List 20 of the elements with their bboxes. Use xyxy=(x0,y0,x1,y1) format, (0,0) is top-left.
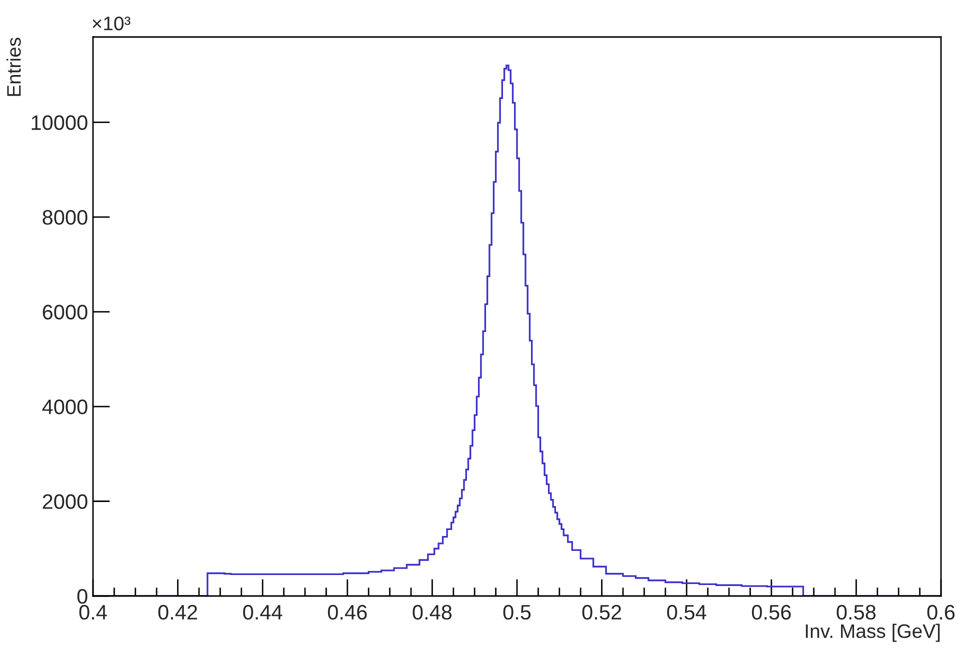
x-tick-label: 0.52 xyxy=(582,604,622,620)
x-tick-label: 0.5 xyxy=(503,604,531,620)
x-tick-label: 0.54 xyxy=(667,604,706,620)
x-tick-label: 0.42 xyxy=(158,604,198,620)
x-tick-label: 0.48 xyxy=(412,604,452,620)
y-axis-title: Entries xyxy=(6,38,21,96)
x-tick-label: 0.4 xyxy=(79,604,107,620)
x-tick-label: 0.58 xyxy=(836,604,876,620)
y-tick-label: 10000 xyxy=(32,115,88,130)
y-tick-label: 0 xyxy=(77,589,88,604)
x-tick-label: 0.44 xyxy=(243,604,282,620)
y-tick-label: 4000 xyxy=(42,400,88,414)
x-tick-label: 0.56 xyxy=(752,604,791,620)
y-tick-label: 2000 xyxy=(42,494,88,510)
text: ×10³ xyxy=(92,16,130,30)
y-tick-label: 6000 xyxy=(42,304,88,320)
x-tick-label: 0.6 xyxy=(927,604,955,620)
x-axis-title: Inv. Mass [GeV] xyxy=(806,624,940,642)
x-tick-label: 0.46 xyxy=(328,604,367,620)
y-tick-label: 8000 xyxy=(42,210,88,225)
